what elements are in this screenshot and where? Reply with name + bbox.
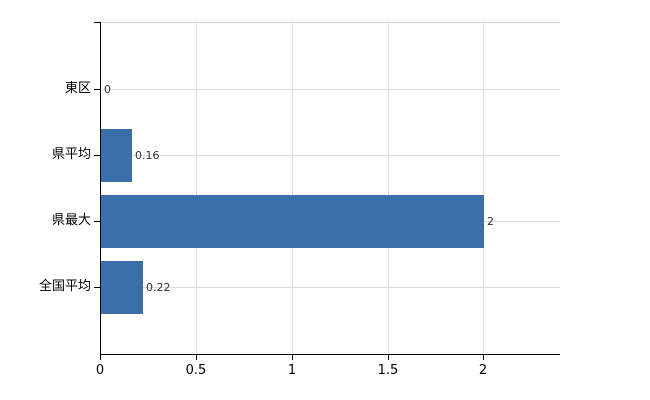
category-label: 全国平均 [38, 279, 91, 294]
x-tick-label: 2 [478, 363, 488, 378]
bar [101, 195, 484, 248]
x-tick [483, 354, 484, 360]
category-label: 東区 [64, 81, 91, 96]
x-axis-line [100, 354, 560, 355]
x-tick [292, 354, 293, 360]
y-axis-end-tick [94, 22, 100, 23]
y-tick [94, 287, 100, 288]
x-tick [100, 354, 101, 360]
x-tick-label: 1 [287, 363, 297, 378]
plot-top-border [100, 22, 560, 23]
y-gridline [100, 89, 560, 90]
y-gridline [100, 155, 560, 156]
bar [101, 261, 143, 314]
category-label: 県平均 [51, 147, 91, 162]
bar-value-label: 0.16 [135, 149, 160, 162]
x-gridline [196, 22, 197, 354]
x-gridline [388, 22, 389, 354]
bar [101, 129, 132, 182]
x-tick-label: 0.5 [185, 363, 207, 378]
category-label: 県最大 [51, 213, 91, 228]
bar-value-label: 0.22 [146, 281, 171, 294]
x-gridline [292, 22, 293, 354]
bar-value-label: 2 [487, 215, 494, 228]
y-tick [94, 221, 100, 222]
y-gridline [100, 287, 560, 288]
x-tick-label: 0 [95, 363, 105, 378]
y-tick [94, 155, 100, 156]
y-tick [94, 89, 100, 90]
y-axis-line [100, 22, 101, 354]
x-gridline [483, 22, 484, 354]
x-tick-label: 1.5 [377, 363, 399, 378]
x-tick [388, 354, 389, 360]
bar-value-label: 0 [104, 83, 111, 96]
x-tick [196, 354, 197, 360]
